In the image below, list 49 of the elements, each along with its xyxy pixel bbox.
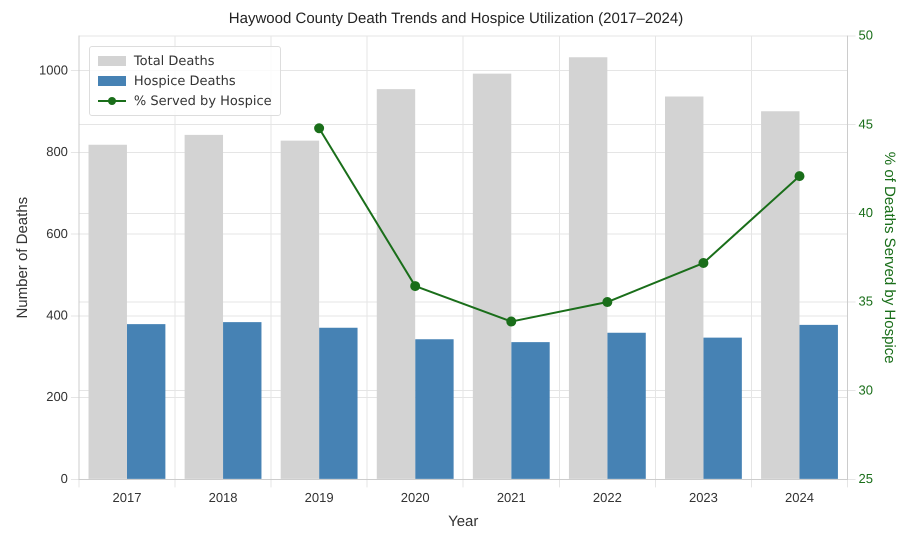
x-tick-label: 2017 [112, 490, 142, 505]
y-tick-label: 600 [46, 226, 68, 241]
bar [319, 328, 358, 479]
x-tick-label: 2020 [400, 490, 430, 505]
legend-label: Total Deaths [134, 54, 214, 68]
point [698, 258, 708, 268]
bar [703, 338, 742, 479]
bar [126, 324, 166, 479]
bar [607, 332, 646, 479]
chart-title: Haywood County Death Trends and Hospice Utilization (2017–2024) [228, 10, 684, 28]
x-tick-label: 2024 [785, 490, 814, 505]
y-axis-title: Number of Deaths [14, 196, 32, 319]
y2-axis-title: % of Deaths Served by Hospice [880, 152, 898, 364]
y2-tick-label: 35 [858, 294, 874, 309]
y-tick-label: 1000 [39, 62, 68, 78]
x-tick-label: 2022 [592, 490, 622, 505]
legend-label: Hospice Deaths [134, 74, 236, 88]
bar [568, 57, 608, 479]
y2-tick-label: 30 [858, 382, 874, 398]
point [602, 297, 612, 308]
bar [88, 144, 127, 479]
point [410, 281, 420, 292]
y2-tick-label: 25 [858, 470, 874, 486]
x-tick-label: 2019 [304, 490, 334, 505]
y2-tick-label: 50 [858, 28, 874, 43]
bar [223, 322, 262, 479]
bar [800, 324, 838, 479]
bar [472, 74, 512, 479]
x-axis-title: Year [448, 513, 478, 530]
x-tick-label: 2021 [496, 490, 526, 505]
y-tick-label: 400 [46, 308, 68, 323]
y2-tick-label: 45 [858, 116, 874, 132]
bar [184, 134, 224, 479]
x-tick-label: 2018 [208, 490, 238, 505]
bar [761, 111, 800, 479]
point [314, 123, 324, 134]
y-tick-label: 200 [46, 389, 68, 404]
legend-label: % Served by Hospice [134, 94, 272, 108]
y-tick-label: 800 [46, 144, 68, 160]
bar [376, 89, 416, 479]
bar [280, 140, 320, 479]
y-tick-label: 0 [60, 470, 68, 486]
point [794, 171, 804, 182]
point [506, 316, 516, 327]
x-tick-label: 2023 [688, 490, 718, 505]
bar [511, 342, 550, 479]
y2-tick-label: 40 [858, 204, 874, 220]
bar [664, 96, 704, 479]
bar [415, 339, 454, 479]
